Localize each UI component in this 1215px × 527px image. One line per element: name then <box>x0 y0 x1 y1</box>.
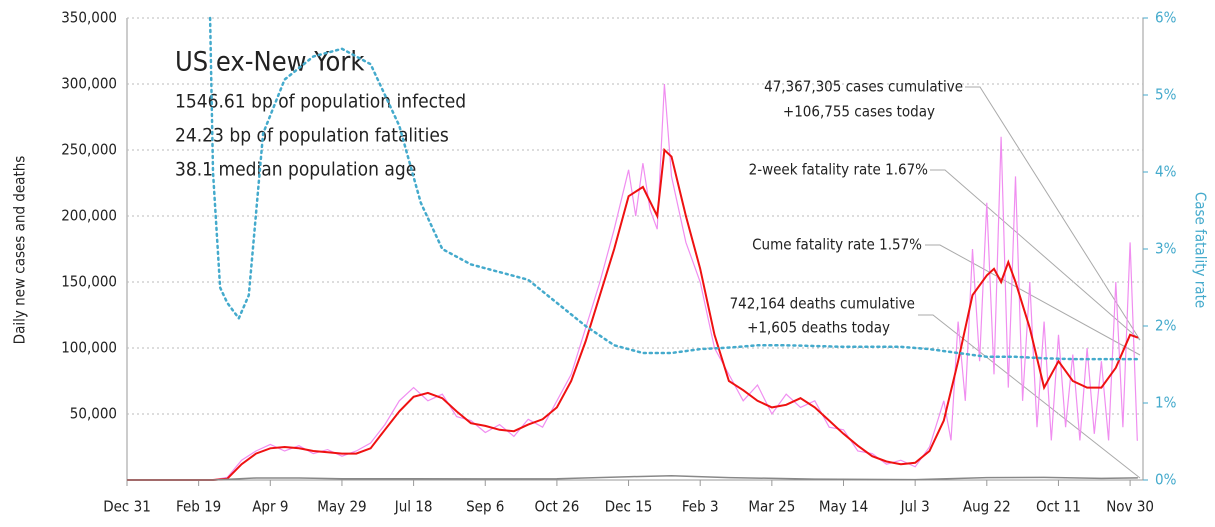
y2-axis-label: Case fatality rate <box>1192 192 1210 308</box>
leader-line <box>925 244 1141 356</box>
series-line <box>208 16 1139 361</box>
series-line <box>127 475 1139 481</box>
leader-line <box>930 169 1141 341</box>
x-tick-label: May 14 <box>819 498 868 516</box>
subtitle: 24.23 bp of population fatalities <box>175 125 449 147</box>
x-tick-label: Aug 22 <box>963 498 1011 516</box>
subtitle: 38.1 median population age <box>175 159 416 181</box>
x-tick-label: Dec 31 <box>103 498 151 516</box>
x-tick-label: Jul 3 <box>900 498 930 516</box>
leader-line <box>965 86 1141 341</box>
x-tick-label: Mar 25 <box>748 498 795 516</box>
y-tick-label: 300,000 <box>61 75 117 93</box>
y2-tick-label: 3% <box>1155 240 1177 258</box>
y-tick-label: 50,000 <box>70 405 117 423</box>
x-tick-label: Sep 6 <box>466 498 504 516</box>
annotation: Cume fatality rate 1.57% <box>752 236 922 254</box>
plot-area <box>127 16 1139 481</box>
y2-tick-label: 0% <box>1155 471 1177 489</box>
y2-tick-label: 5% <box>1155 86 1177 104</box>
leader-line <box>918 314 1141 479</box>
series-line <box>127 147 1139 481</box>
x-tick-label: Apr 9 <box>252 498 288 516</box>
annotation: 47,367,305 cases cumulative <box>764 78 963 96</box>
y2-tick-label: 6% <box>1155 9 1177 27</box>
y-tick-label: 250,000 <box>61 141 117 159</box>
x-tick-label: May 29 <box>317 498 366 516</box>
x-tick-label: Oct 11 <box>1036 498 1081 516</box>
leader-lines <box>918 86 1141 479</box>
annotation: +1,605 deaths today <box>747 319 890 337</box>
x-tick-label: Oct 26 <box>535 498 580 516</box>
annotation: 742,164 deaths cumulative <box>730 295 915 313</box>
y-axis-label: Daily new cases and deaths <box>11 156 29 345</box>
annotation: +106,755 cases today <box>783 103 935 121</box>
y-tick-label: 100,000 <box>61 339 117 357</box>
y2-tick-label: 4% <box>1155 163 1177 181</box>
y-tick-label: 200,000 <box>61 207 117 225</box>
y-tick-label: 150,000 <box>61 273 117 291</box>
y2-tick-label: 2% <box>1155 317 1177 335</box>
x-tick-label: Feb 19 <box>176 498 221 516</box>
x-tick-label: Feb 3 <box>682 498 719 516</box>
x-tick-label: Dec 15 <box>605 498 653 516</box>
x-tick-label: Jul 18 <box>394 498 433 516</box>
y2-tick-label: 1% <box>1155 394 1177 412</box>
subtitle: 1546.61 bp of population infected <box>175 91 466 113</box>
x-tick-label: Nov 30 <box>1106 498 1154 516</box>
y-tick-label: 350,000 <box>61 9 117 27</box>
annotation: 2-week fatality rate 1.67% <box>749 161 929 179</box>
